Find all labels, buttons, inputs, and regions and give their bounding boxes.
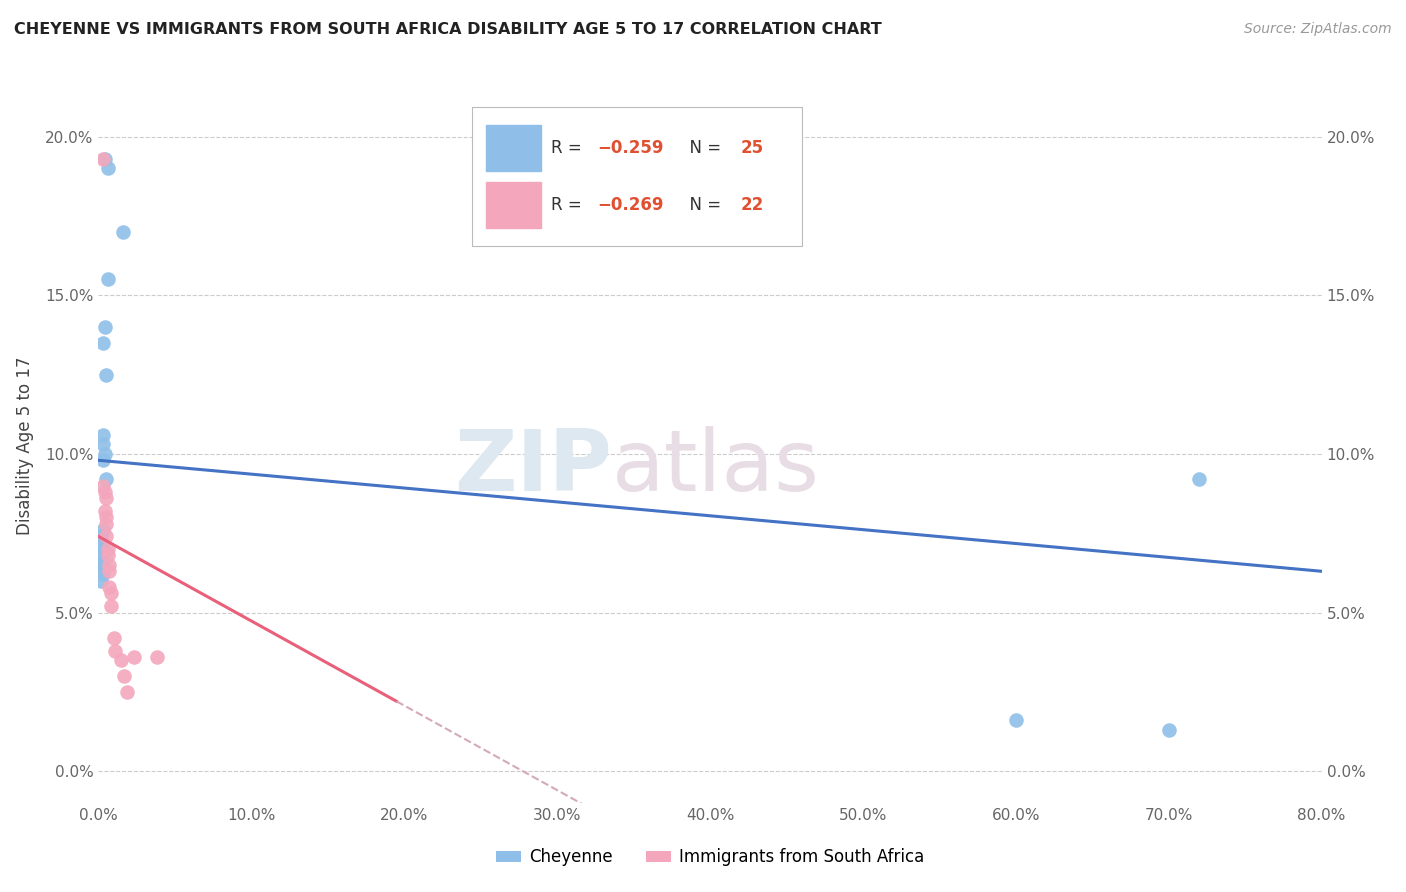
Point xyxy=(110,653,132,667)
Point xyxy=(93,447,115,461)
Point xyxy=(90,574,112,588)
Point xyxy=(91,428,114,442)
Text: atlas: atlas xyxy=(612,425,820,509)
Point xyxy=(93,152,115,166)
Text: R =: R = xyxy=(551,196,588,214)
Point xyxy=(91,437,114,451)
FancyBboxPatch shape xyxy=(471,107,801,246)
Point xyxy=(97,542,120,557)
Text: 25: 25 xyxy=(741,139,763,157)
Point xyxy=(100,599,122,614)
Point xyxy=(104,643,127,657)
Point xyxy=(94,510,117,524)
Bar xyxy=(486,182,541,228)
Point xyxy=(91,478,114,492)
Bar xyxy=(486,125,541,171)
Point xyxy=(94,516,117,531)
Point xyxy=(90,529,112,543)
Point xyxy=(90,555,112,569)
Point xyxy=(90,535,112,549)
Point xyxy=(91,453,114,467)
Legend: Cheyenne, Immigrants from South Africa: Cheyenne, Immigrants from South Africa xyxy=(489,842,931,873)
Text: −0.269: −0.269 xyxy=(598,196,664,214)
Point xyxy=(103,631,125,645)
Point xyxy=(94,529,117,543)
Point xyxy=(98,558,121,572)
Point xyxy=(100,586,122,600)
Text: R =: R = xyxy=(551,139,588,157)
Point xyxy=(1188,472,1211,486)
Point xyxy=(122,649,145,664)
Point xyxy=(111,225,134,239)
Point xyxy=(112,669,135,683)
Point xyxy=(93,504,115,518)
Text: CHEYENNE VS IMMIGRANTS FROM SOUTH AFRICA DISABILITY AGE 5 TO 17 CORRELATION CHAR: CHEYENNE VS IMMIGRANTS FROM SOUTH AFRICA… xyxy=(14,22,882,37)
Text: N =: N = xyxy=(679,196,727,214)
Point xyxy=(93,485,115,500)
Point xyxy=(97,549,120,563)
Text: N =: N = xyxy=(679,139,727,157)
Y-axis label: Disability Age 5 to 17: Disability Age 5 to 17 xyxy=(15,357,34,535)
Point xyxy=(91,335,114,350)
Point xyxy=(145,649,167,664)
Text: −0.259: −0.259 xyxy=(598,139,664,157)
Point xyxy=(97,161,120,176)
Point xyxy=(98,564,121,578)
Point xyxy=(98,580,121,594)
Point xyxy=(94,368,117,382)
Text: Source: ZipAtlas.com: Source: ZipAtlas.com xyxy=(1244,22,1392,37)
Point xyxy=(91,567,114,582)
Text: 22: 22 xyxy=(741,196,763,214)
Point xyxy=(91,523,114,537)
Point xyxy=(91,561,114,575)
Point xyxy=(117,685,139,699)
Point xyxy=(93,320,115,334)
Point xyxy=(91,558,114,572)
Point xyxy=(1004,714,1026,728)
Point xyxy=(91,542,114,557)
Point xyxy=(91,549,114,563)
Point xyxy=(94,491,117,506)
Point xyxy=(1157,723,1180,737)
Point xyxy=(94,472,117,486)
Point xyxy=(91,152,114,166)
Text: ZIP: ZIP xyxy=(454,425,612,509)
Point xyxy=(97,272,120,286)
